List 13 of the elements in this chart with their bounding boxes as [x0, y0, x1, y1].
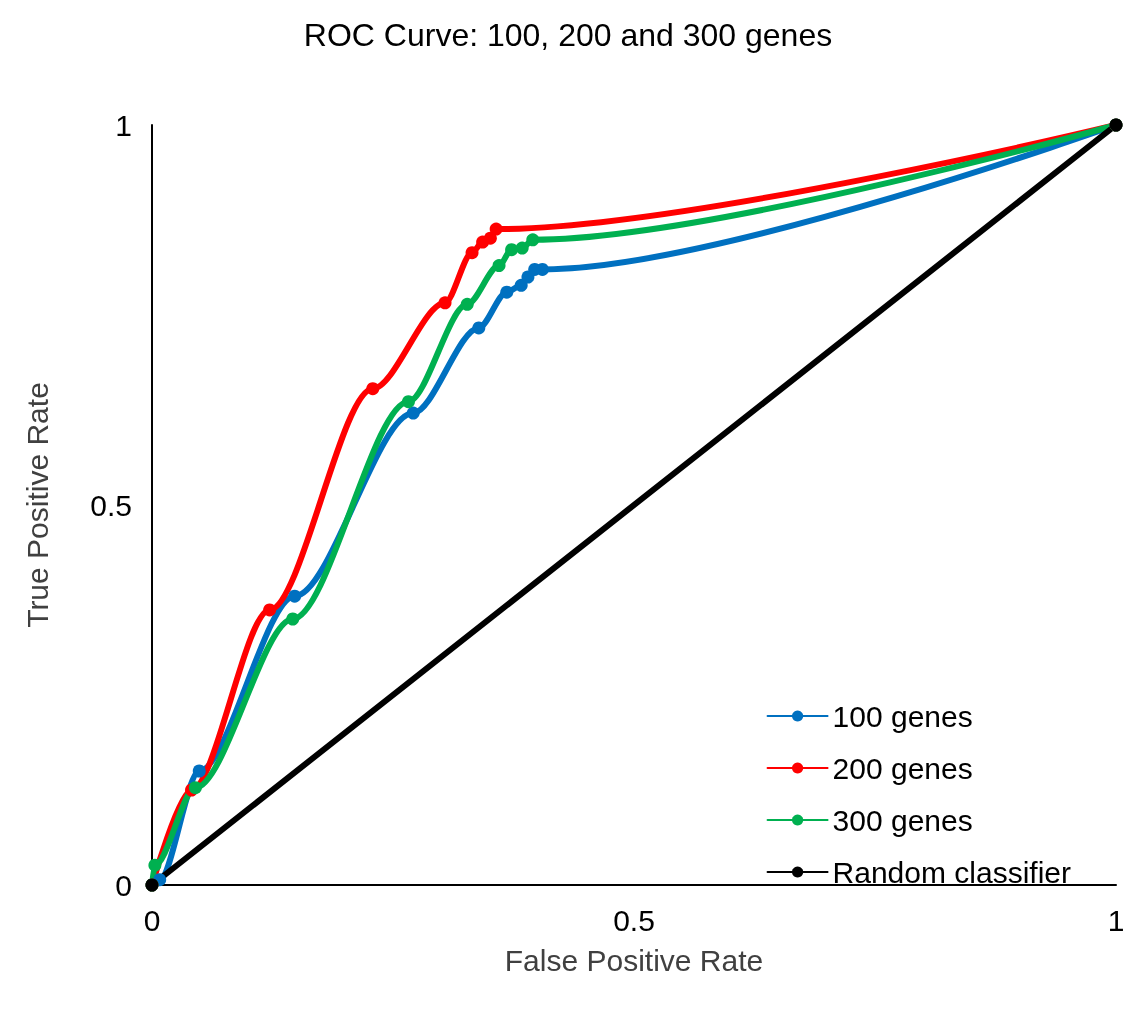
x-tick-label: 0: [143, 903, 161, 937]
legend-label: 300 genes: [832, 803, 973, 837]
y-tick-label: 0.5: [90, 488, 132, 522]
y-axis-title: True Positive Rate: [20, 382, 54, 628]
legend-label: Random classifier: [832, 855, 1072, 889]
x-tick-label: 1: [1107, 903, 1125, 937]
legend-label: 200 genes: [832, 751, 973, 785]
x-axis-title: False Positive Rate: [504, 943, 764, 977]
x-tick-label: 0.5: [613, 903, 655, 937]
legend-label: 100 genes: [832, 699, 973, 733]
y-tick-label: 1: [115, 108, 132, 142]
chart-title: ROC Curve: 100, 200 and 300 genes: [303, 17, 833, 53]
y-tick-label: 0: [115, 868, 132, 902]
